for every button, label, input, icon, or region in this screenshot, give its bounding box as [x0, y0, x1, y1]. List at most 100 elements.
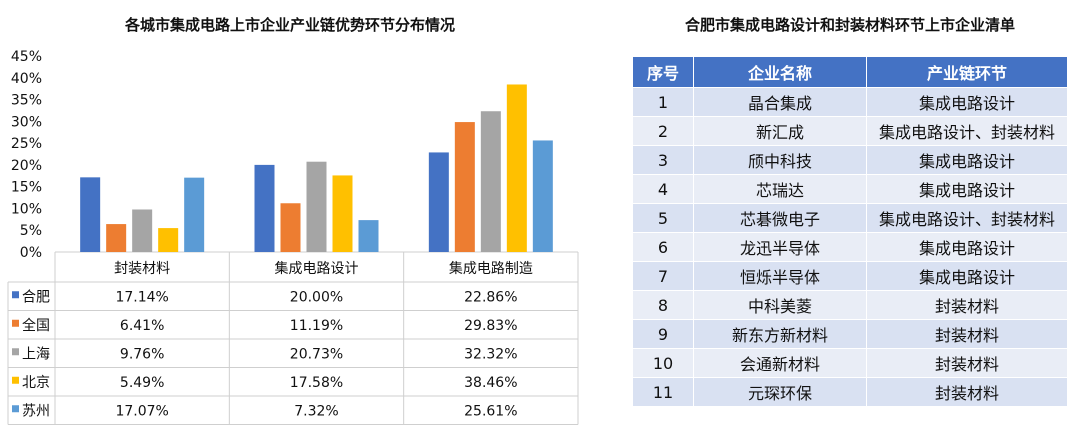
enterprise-table: 序号 企业名称 产业链环节 1 晶合集成 集成电路设计 2 新汇成 集成电路设计、封装材料…: [632, 56, 1068, 407]
cell-segment: 集成电路设计、封装材料: [866, 203, 1068, 233]
legend-label: 上海: [22, 346, 50, 362]
data-label: 17.07%: [115, 403, 168, 419]
cell-company: 龙迅半导体: [693, 232, 867, 262]
bar-合肥-集成电路制造: [428, 152, 449, 252]
cell-index: 1: [632, 87, 694, 117]
cell-segment: 集成电路设计: [866, 174, 1068, 204]
legend-swatch-合肥: [12, 291, 19, 299]
bar-苏州-集成电路制造: [532, 140, 553, 252]
data-label: 25.61%: [464, 403, 517, 419]
cell-segment: 集成电路设计: [866, 87, 1068, 117]
cell-index: 11: [632, 377, 694, 407]
data-label: 5.49%: [120, 375, 164, 391]
table-title: 合肥市集成电路设计和封装材料环节上市企业清单: [684, 16, 1015, 34]
table-row: 5 芯碁微电子 集成电路设计、封装材料: [632, 203, 1068, 233]
data-label: 7.32%: [294, 403, 338, 419]
table-header-row: 序号 企业名称 产业链环节: [632, 56, 1068, 88]
y-tick-label: 40%: [11, 71, 42, 87]
table-row: 1 晶合集成 集成电路设计: [632, 87, 1068, 117]
data-label: 6.41%: [120, 318, 164, 334]
cell-index: 6: [632, 232, 694, 262]
cell-segment: 集成电路设计: [866, 232, 1068, 262]
cell-segment: 封装材料: [866, 348, 1068, 378]
y-tick-label: 25%: [11, 136, 42, 152]
cell-segment: 集成电路设计: [866, 145, 1068, 175]
bar-合肥-集成电路设计: [254, 164, 275, 252]
category-label: 集成电路设计: [275, 260, 359, 277]
cell-index: 10: [632, 348, 694, 378]
category-label: 集成电路制造: [449, 260, 533, 277]
cell-index: 7: [632, 261, 694, 291]
cell-company: 颀中科技: [693, 145, 867, 175]
data-label: 20.00%: [290, 289, 343, 305]
y-tick-label: 35%: [11, 93, 42, 109]
cell-company: 新东方新材料: [693, 319, 867, 349]
cell-segment: 集成电路设计、封装材料: [866, 116, 1068, 146]
data-label: 32.32%: [464, 346, 517, 362]
cell-company: 晶合集成: [693, 87, 867, 117]
legend-label: 全国: [22, 317, 50, 334]
legend-label: 北京: [22, 375, 50, 391]
bar-chart: 0% 5% 10% 15% 20% 25% 30% 35% 40% 45% 封装材料 集成电路设计 集成…: [7, 49, 579, 425]
bar-北京-集成电路设计: [332, 175, 353, 252]
cell-segment: 封装材料: [866, 319, 1068, 349]
cell-company: 芯碁微电子: [693, 203, 867, 233]
table-row: 9 新东方新材料 封装材料: [632, 319, 1068, 349]
chart-title: 各城市集成电路上市企业产业链优势环节分布情况: [124, 16, 455, 34]
bar-全国-集成电路制造: [454, 122, 475, 252]
legend-label: 合肥: [22, 289, 50, 305]
cell-company: 芯瑞达: [693, 174, 867, 204]
y-tick-label: 15%: [11, 180, 42, 196]
cell-index: 9: [632, 319, 694, 349]
legend-swatch-北京: [12, 376, 19, 384]
bar-上海-集成电路制造: [480, 111, 501, 252]
data-label: 20.73%: [290, 346, 343, 362]
cell-company: 会通新材料: [693, 348, 867, 378]
legend-swatch-全国: [12, 319, 19, 327]
table-row: 8 中科美菱 封装材料: [632, 290, 1068, 320]
table-row: 2 新汇成 集成电路设计、封装材料: [632, 116, 1068, 146]
bar-全国-集成电路设计: [280, 203, 301, 252]
cell-segment: 集成电路设计: [866, 261, 1068, 291]
y-tick-label: 5%: [20, 223, 42, 239]
category-label: 封装材料: [114, 261, 170, 277]
table-row: 7 恒烁半导体 集成电路设计: [632, 261, 1068, 291]
bar-上海-集成电路设计: [306, 161, 327, 252]
table-row: 3 颀中科技 集成电路设计: [632, 145, 1068, 175]
bar-苏州-封装材料: [184, 177, 205, 252]
cell-index: 4: [632, 174, 694, 204]
cell-segment: 封装材料: [866, 377, 1068, 407]
bar-合肥-封装材料: [80, 177, 101, 252]
y-tick-label: 0%: [20, 245, 42, 261]
data-label: 9.76%: [120, 346, 164, 362]
data-label: 38.46%: [464, 375, 517, 391]
data-label: 29.83%: [464, 318, 517, 334]
legend-swatch-上海: [12, 348, 19, 356]
cell-company: 中科美菱: [693, 290, 867, 320]
cell-company: 恒烁半导体: [693, 261, 867, 291]
table-row: 10 会通新材料 封装材料: [632, 348, 1068, 378]
data-label: 17.58%: [290, 375, 343, 391]
cell-index: 8: [632, 290, 694, 320]
bar-北京-封装材料: [158, 228, 179, 252]
y-tick-label: 45%: [11, 49, 42, 65]
data-label: 22.86%: [464, 289, 517, 305]
y-tick-label: 10%: [11, 201, 42, 217]
table-row: 6 龙迅半导体 集成电路设计: [632, 232, 1068, 262]
bar-上海-封装材料: [132, 209, 153, 252]
header-segment: 产业链环节: [866, 56, 1068, 88]
cell-index: 3: [632, 145, 694, 175]
y-tick-label: 20%: [11, 158, 42, 174]
cell-company: 元琛环保: [693, 377, 867, 407]
header-index: 序号: [632, 56, 694, 88]
table-row: 11 元琛环保 封装材料: [632, 377, 1068, 407]
y-tick-label: 30%: [11, 114, 42, 130]
cell-company: 新汇成: [693, 116, 867, 146]
legend-label: 苏州: [22, 403, 50, 419]
bar-全国-封装材料: [106, 224, 127, 252]
bar-北京-集成电路制造: [506, 84, 527, 252]
cell-segment: 封装材料: [866, 290, 1068, 320]
cell-index: 2: [632, 116, 694, 146]
data-label: 17.14%: [115, 289, 168, 305]
cell-index: 5: [632, 203, 694, 233]
